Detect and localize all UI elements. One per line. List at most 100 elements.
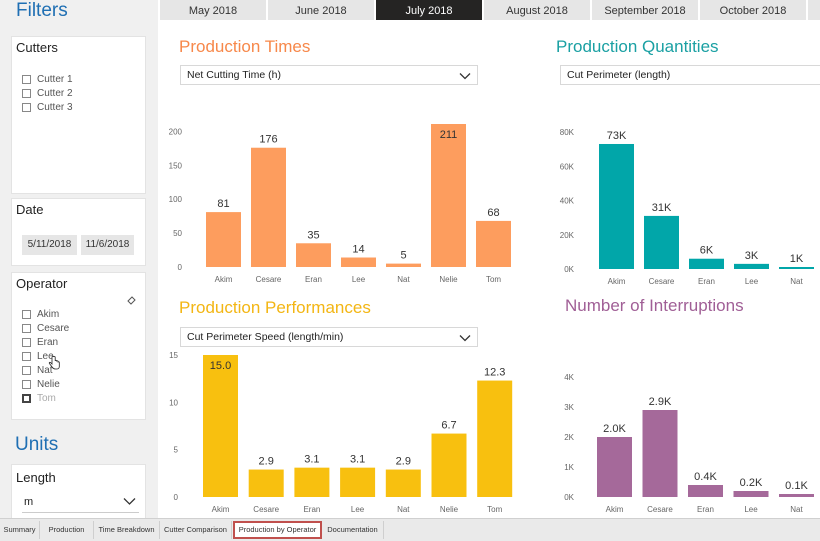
x-category-label: Eran [305, 275, 322, 284]
cutter-checkbox-2[interactable]: Cutter 2 [22, 87, 73, 100]
checkbox-icon[interactable] [22, 394, 31, 403]
checkbox-icon[interactable] [22, 366, 31, 375]
page-tab-production-by-operator[interactable]: Production by Operator [233, 521, 322, 539]
data-label: 6K [700, 245, 714, 257]
operator-label: Tom [37, 393, 56, 404]
bar-cesare[interactable] [644, 215, 679, 269]
page-tab-time-breakdown[interactable]: Time Breakdown [94, 521, 160, 539]
operator-checkbox-lee[interactable]: Lee [22, 350, 54, 363]
number-of-interruptions-chart: 0K 1K 2K 3K 4K 2.0K Akim 2.9K Cesare 0.4K Eran 0.2K… [564, 373, 814, 514]
bar-cesare[interactable] [642, 410, 678, 497]
data-label: 3.1 [304, 454, 319, 466]
y-tick-label: 50 [173, 229, 182, 238]
checkbox-icon[interactable] [22, 324, 31, 333]
month-tab-august-2018[interactable]: August 2018 [484, 0, 590, 20]
month-tab-july-2018[interactable]: July 2018 [376, 0, 482, 20]
bar-eran[interactable] [294, 467, 330, 497]
data-label: 1K [790, 253, 804, 265]
checkbox-icon[interactable] [22, 103, 31, 112]
cutter-checkbox-1[interactable]: Cutter 1 [22, 73, 73, 86]
x-category-label: Nat [790, 505, 803, 514]
page-tab-cutter-comparison[interactable]: Cutter Comparison [160, 521, 232, 539]
production-times-dropdown[interactable]: Net Cutting Time (h) [180, 65, 478, 85]
cutter-checkbox-3[interactable]: Cutter 3 [22, 101, 73, 114]
filters-title: Filters [16, 0, 68, 21]
bar-tom[interactable] [476, 220, 511, 267]
y-tick-label: 15 [169, 351, 178, 360]
bar-nat[interactable] [779, 494, 814, 497]
bar-eran[interactable] [296, 243, 331, 267]
month-tab-overflow[interactable] [808, 0, 820, 20]
bar-akim[interactable] [206, 212, 241, 267]
bar-nelie[interactable] [431, 124, 466, 267]
units-title: Units [15, 434, 59, 455]
bar-nelie[interactable] [431, 433, 467, 497]
hand-cursor-icon [48, 356, 60, 370]
bar-nat[interactable] [386, 263, 421, 267]
cutter-label: Cutter 1 [37, 74, 73, 85]
operator-label: Lee [37, 351, 54, 362]
operator-checkbox-eran[interactable]: Eran [22, 336, 58, 349]
y-tick-label: 100 [169, 195, 183, 204]
page-tab-documentation[interactable]: Documentation [322, 521, 384, 539]
bar-lee[interactable] [734, 263, 769, 269]
checkbox-icon[interactable] [22, 310, 31, 319]
data-label: 2.9 [396, 456, 411, 468]
production-quantities-dropdown[interactable]: Cut Perimeter (length) [560, 65, 820, 85]
month-tab-june-2018[interactable]: June 2018 [268, 0, 374, 20]
x-category-label: Eran [697, 505, 714, 514]
operator-label: Eran [37, 337, 59, 348]
checkbox-icon[interactable] [22, 352, 31, 361]
length-unit-select[interactable]: m [22, 491, 139, 513]
x-category-label: Akim [212, 505, 230, 514]
x-category-label: Tom [486, 275, 501, 284]
checkbox-icon[interactable] [22, 75, 31, 84]
bar-lee[interactable] [733, 491, 769, 497]
operator-checkbox-akim[interactable]: Akim [22, 308, 59, 321]
cutters-slicer: Cutters Cutter 1 Cutter 2 Cutter 3 [11, 36, 146, 194]
data-label: 35 [307, 229, 319, 241]
month-tab-may-2018[interactable]: May 2018 [160, 0, 266, 20]
data-label: 0.1K [785, 480, 808, 492]
operator-checkbox-cesare[interactable]: Cesare [22, 322, 69, 335]
eraser-icon[interactable] [126, 295, 136, 305]
bar-eran[interactable] [688, 485, 723, 497]
bar-lee[interactable] [341, 257, 376, 267]
bar-cesare[interactable] [248, 469, 284, 497]
checkbox-icon[interactable] [22, 89, 31, 98]
date-start-input[interactable]: 5/11/2018 [22, 235, 77, 255]
y-tick-label: 10 [169, 398, 178, 407]
operator-checkbox-tom[interactable]: Tom [22, 392, 56, 405]
page-tab-production[interactable]: Production [40, 521, 94, 539]
operator-checkbox-nat[interactable]: Nat [22, 364, 53, 377]
operator-label: Akim [37, 309, 60, 320]
bar-akim[interactable] [597, 437, 632, 497]
date-end-input[interactable]: 11/6/2018 [81, 235, 134, 255]
data-label: 6.7 [441, 420, 456, 432]
y-tick-label: 200 [169, 127, 183, 136]
bar-cesare[interactable] [251, 147, 286, 267]
data-label: 0.2K [740, 477, 763, 489]
x-category-label: Eran [698, 277, 715, 286]
page-tab-summary[interactable]: Summary [0, 521, 40, 539]
bar-lee[interactable] [340, 467, 376, 497]
cutter-label: Cutter 3 [37, 102, 73, 113]
operator-checkbox-nelie[interactable]: Nelie [22, 378, 60, 391]
x-category-label: Lee [351, 505, 365, 514]
bar-akim[interactable] [203, 355, 238, 497]
operator-slicer-title: Operator [16, 276, 68, 291]
checkbox-icon[interactable] [22, 380, 31, 389]
x-category-label: Lee [352, 275, 366, 284]
bar-nat[interactable] [385, 469, 421, 497]
y-tick-label: 0 [178, 263, 183, 272]
bar-nat[interactable] [779, 267, 814, 269]
month-tab-september-2018[interactable]: September 2018 [592, 0, 698, 20]
bar-akim[interactable] [599, 143, 634, 269]
checkbox-icon[interactable] [22, 338, 31, 347]
production-performances-dropdown[interactable]: Cut Perimeter Speed (length/min) [180, 327, 478, 347]
x-category-label: Akim [215, 275, 233, 284]
month-tab-october-2018[interactable]: October 2018 [700, 0, 806, 20]
operator-label: Cesare [37, 323, 70, 334]
bar-eran[interactable] [689, 258, 724, 269]
bar-tom[interactable] [477, 380, 513, 497]
